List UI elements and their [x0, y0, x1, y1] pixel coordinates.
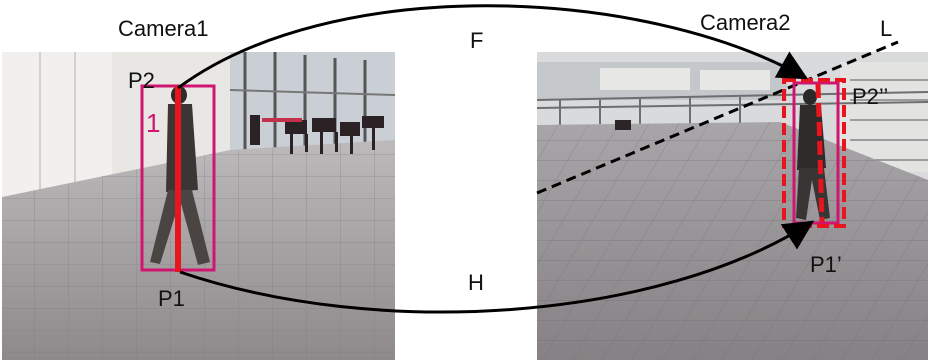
detection-box-camera2: [792, 81, 840, 225]
transform-f-label: F: [470, 28, 483, 53]
point-p2-label: P2: [128, 68, 155, 93]
point-p1-prime-label: P1’: [810, 252, 842, 277]
camera2-label: Camera2: [700, 10, 790, 35]
homography-h-arrow: [179, 220, 815, 314]
camera2-view: [536, 52, 929, 360]
point-p1-label: P1: [158, 286, 185, 311]
wall-panel: [2, 52, 112, 197]
railing: [536, 91, 929, 125]
projected-axis-camera2: [815, 83, 825, 223]
chairs: [250, 115, 384, 154]
epipolar-line-l: [536, 40, 899, 195]
track-id-marker-camera1: 1: [146, 108, 160, 138]
point-p2-prime-label: P2’’: [852, 84, 888, 109]
person-camera1: [150, 86, 210, 265]
line-l-label: L: [880, 16, 892, 41]
transform-h-label: H: [468, 270, 484, 295]
homography-f-arrow: [177, 4, 809, 90]
camera1-label: Camera1: [118, 16, 208, 41]
camera1-view: [2, 52, 396, 360]
